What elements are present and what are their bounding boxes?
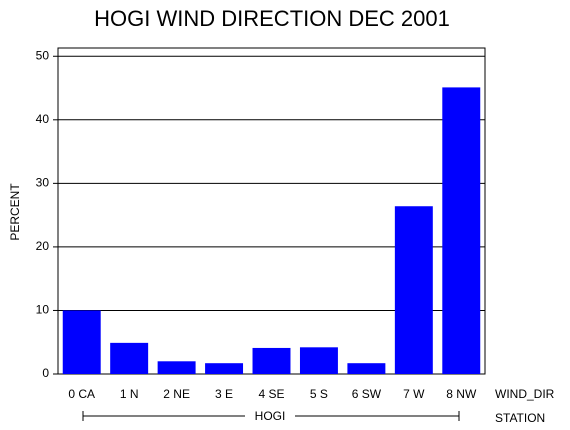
y-tick-label: 50: [36, 48, 50, 62]
y-tick-label: 40: [36, 112, 50, 126]
bar: [299, 347, 338, 374]
y-tick-label: 10: [36, 303, 50, 317]
x-axis-label: WIND_DIR: [495, 387, 555, 401]
bar: [157, 361, 196, 374]
y-tick-label: 30: [36, 176, 50, 190]
x-tick-label: 5 S: [310, 387, 328, 401]
bar: [110, 342, 149, 374]
bar: [252, 347, 291, 374]
group-axis-label: STATION: [495, 411, 545, 425]
x-tick-label: 4 SE: [258, 387, 284, 401]
bar: [62, 310, 101, 374]
y-axis-label: PERCENT: [8, 183, 22, 241]
x-tick-label: 2 NE: [163, 387, 190, 401]
chart-title: HOGI WIND DIRECTION DEC 2001: [94, 6, 450, 31]
x-tick-label: 3 E: [215, 387, 233, 401]
y-tick-label: 20: [36, 239, 50, 253]
x-tick-label: 8 NW: [446, 387, 477, 401]
x-tick-label: 6 SW: [352, 387, 382, 401]
group-label: HOGI: [255, 409, 286, 423]
bar: [442, 87, 481, 375]
x-tick-label: 0 CA: [68, 387, 95, 401]
y-tick-label: 0: [42, 366, 49, 380]
bar: [347, 363, 386, 374]
x-tick-label: 1 N: [120, 387, 139, 401]
x-tick-label: 7 W: [403, 387, 425, 401]
bar: [394, 206, 433, 374]
bar: [205, 363, 244, 374]
